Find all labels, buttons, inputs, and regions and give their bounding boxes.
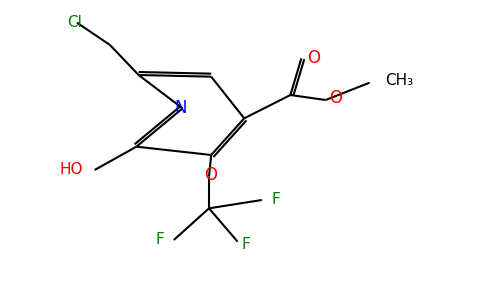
Text: Cl: Cl bbox=[68, 15, 82, 30]
Text: CH₃: CH₃ bbox=[386, 73, 414, 88]
Text: O: O bbox=[205, 166, 217, 184]
Text: F: F bbox=[155, 232, 164, 247]
Text: F: F bbox=[272, 193, 281, 208]
Text: HO: HO bbox=[59, 163, 83, 178]
Text: O: O bbox=[307, 49, 320, 67]
Text: N: N bbox=[174, 99, 187, 117]
Text: F: F bbox=[242, 237, 250, 252]
Text: O: O bbox=[330, 89, 343, 107]
